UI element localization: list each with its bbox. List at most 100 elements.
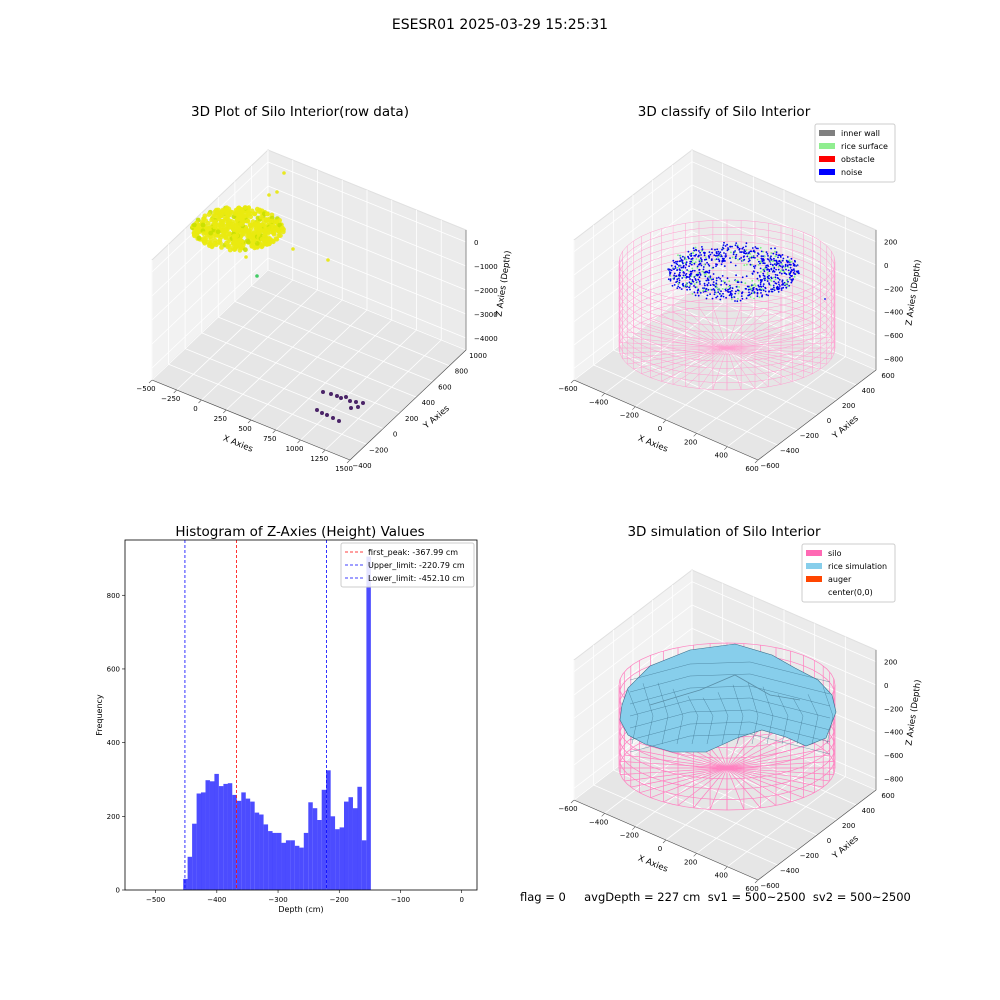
class-point xyxy=(678,286,681,289)
class-point xyxy=(715,296,718,299)
class-point xyxy=(698,271,701,274)
class-point xyxy=(695,248,697,251)
class-point xyxy=(748,259,751,262)
surface-mesh xyxy=(717,692,729,745)
class-point xyxy=(778,287,781,289)
class-point xyxy=(774,247,776,250)
x-tick-label: −300 xyxy=(268,896,287,904)
x-tick xyxy=(247,419,252,424)
class-point xyxy=(795,265,797,267)
class-point xyxy=(681,277,684,279)
raw-point xyxy=(339,396,343,400)
class-point xyxy=(703,282,706,285)
class-point xyxy=(690,273,693,275)
class-point xyxy=(772,252,775,255)
raw-point xyxy=(232,247,238,253)
class-point xyxy=(676,266,679,269)
surface-mesh xyxy=(672,688,684,745)
silo-wire-floor-spoke xyxy=(726,742,815,769)
class-point xyxy=(790,278,793,281)
legend-swatch xyxy=(819,143,835,149)
grid-line xyxy=(151,161,467,273)
grid-line xyxy=(267,150,467,351)
silo-wire-floor-spoke xyxy=(709,767,728,810)
class-point xyxy=(791,278,794,281)
class-point xyxy=(679,257,682,259)
histogram-bar xyxy=(294,845,300,890)
class-point xyxy=(687,256,690,259)
class-point xyxy=(751,284,753,286)
class-point xyxy=(741,291,744,294)
class-point xyxy=(717,256,719,258)
raw-point xyxy=(320,411,324,415)
class-point xyxy=(707,288,710,291)
histogram-bar xyxy=(357,786,362,890)
class-point xyxy=(679,271,681,274)
class-point xyxy=(763,268,766,270)
class-point xyxy=(756,295,759,298)
class-point xyxy=(690,254,693,257)
class-point xyxy=(781,263,783,265)
class-point xyxy=(760,286,763,288)
class-point xyxy=(688,281,691,284)
histogram-bar xyxy=(308,802,313,890)
class-point xyxy=(789,260,791,263)
class-point xyxy=(749,253,752,255)
grid-line xyxy=(573,581,877,672)
grid-line xyxy=(612,630,798,851)
class-point xyxy=(755,247,758,250)
raw-point xyxy=(252,211,258,217)
class-point xyxy=(734,244,737,247)
x-tick-label: 0 xyxy=(658,425,662,433)
silo-wire-floor-spoke xyxy=(627,331,728,349)
class-point xyxy=(787,280,789,283)
class-point xyxy=(762,272,765,275)
class-point xyxy=(773,286,775,289)
raw-point xyxy=(224,210,230,216)
class-point xyxy=(700,258,703,261)
raw-point xyxy=(246,229,252,235)
class-point xyxy=(750,250,753,253)
histogram-bar xyxy=(303,832,309,890)
z-tick-label: 0 xyxy=(884,682,888,690)
silo-wire-floor-spoke xyxy=(627,347,728,365)
class-point xyxy=(745,275,748,278)
class-point xyxy=(701,270,704,273)
silo-wire-floor-spoke xyxy=(726,311,782,349)
class-point xyxy=(745,252,748,255)
class-point xyxy=(772,260,774,263)
surface-mesh xyxy=(629,673,831,695)
class-point xyxy=(718,259,721,262)
legend-swatch xyxy=(806,550,822,556)
raw-point xyxy=(208,240,214,246)
silo-wire-floor-spoke xyxy=(726,318,804,349)
surface-mesh xyxy=(747,682,759,745)
class-point xyxy=(715,277,718,279)
y-tick-label: 800 xyxy=(107,592,120,600)
class-point xyxy=(686,269,688,271)
raw-point xyxy=(257,226,262,232)
silo-wire-floor-spoke xyxy=(726,347,827,365)
class-point xyxy=(704,284,706,287)
class-point xyxy=(702,287,704,289)
z-tick-label: 0 xyxy=(884,262,888,270)
x-tick xyxy=(198,399,202,404)
class-point xyxy=(706,261,708,264)
x-tick xyxy=(346,459,351,464)
silo-wire-floor-spoke xyxy=(726,767,834,775)
class-point xyxy=(767,258,770,261)
histogram-bar xyxy=(259,814,264,890)
class-point xyxy=(763,270,766,273)
raw-point xyxy=(220,207,226,213)
class-point xyxy=(734,300,736,302)
class-point xyxy=(774,278,777,281)
y-axis-line xyxy=(349,349,467,461)
raw-point xyxy=(253,227,259,233)
class-point xyxy=(775,253,778,256)
class-point xyxy=(765,293,768,296)
x-tick-label: 400 xyxy=(715,872,728,880)
class-point xyxy=(773,289,776,292)
histogram-bar xyxy=(361,840,367,890)
class-point xyxy=(723,241,725,244)
